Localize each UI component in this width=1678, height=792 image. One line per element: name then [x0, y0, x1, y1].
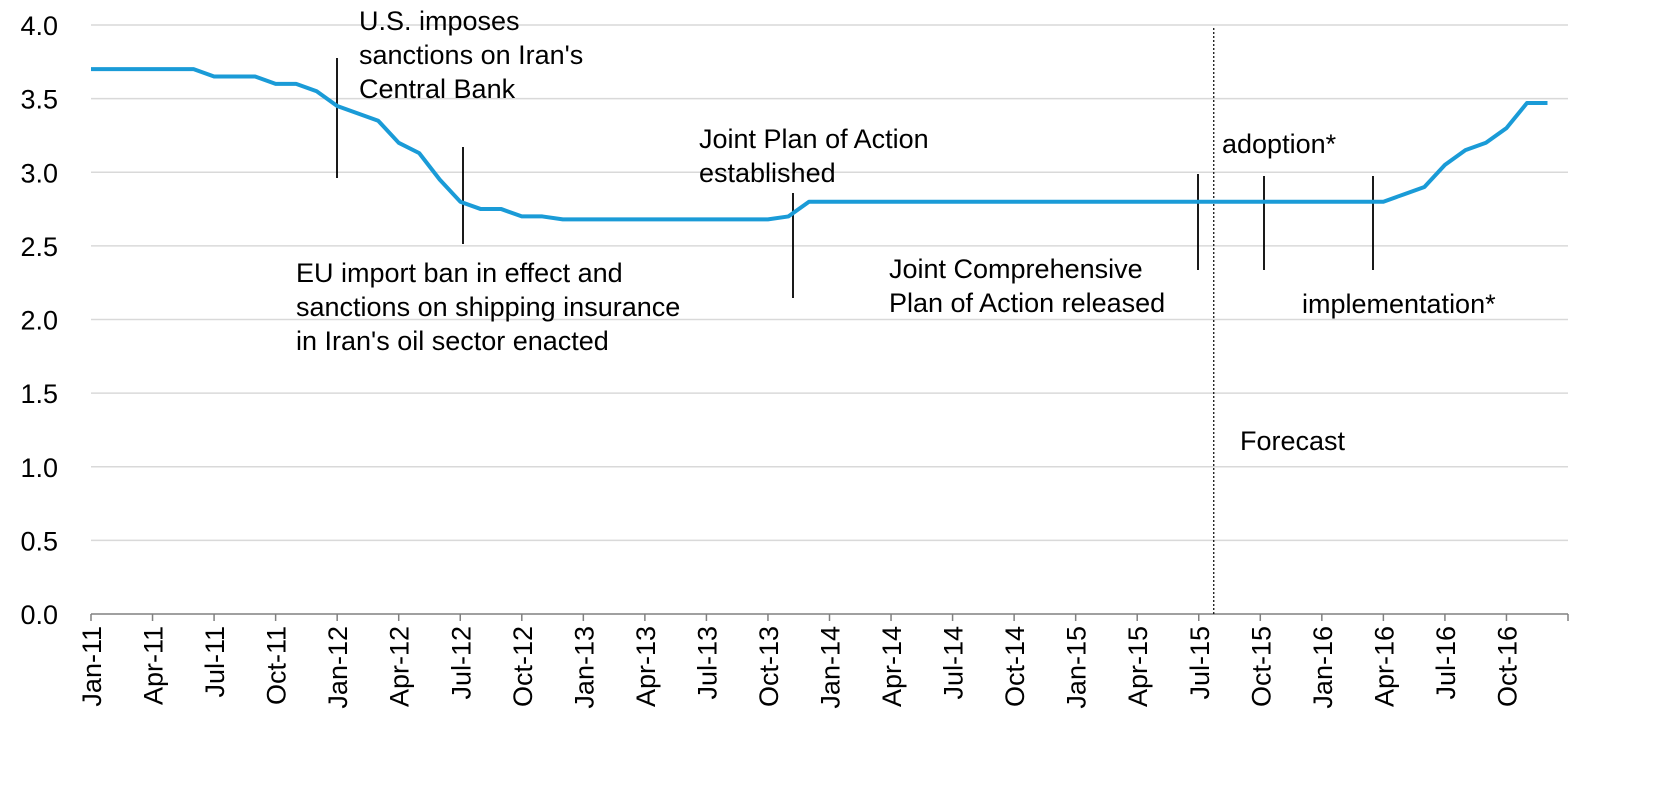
annotation-line: adoption*: [1222, 129, 1337, 159]
x-tick-label: Apr-12: [385, 626, 415, 707]
x-tick-label: Oct-15: [1246, 626, 1276, 707]
axes: 0.0 0.5 1.0 1.5 2.0 2.5 3.0 3.5 4.0 Jan-11 Apr-11 J…: [20, 11, 1569, 709]
x-tick-label: Jul-11: [200, 626, 230, 698]
annotation-jpoa: Joint Plan of Action established: [699, 124, 929, 188]
x-tick-label: Apr-11: [139, 626, 169, 705]
series: [91, 67, 1548, 222]
x-tick-label: Oct-13: [754, 626, 784, 707]
annotation-line: Joint Plan of Action: [699, 124, 929, 154]
x-tick-label: Jul-16: [1431, 626, 1461, 700]
annotation-jcpoa: Joint Comprehensive Plan of Action releas…: [889, 254, 1165, 318]
annotation-line: U.S. imposes: [359, 6, 520, 36]
annotations: U.S. imposes sanctions on Iran's Central B…: [296, 6, 1496, 356]
x-tick-label: Jul-13: [692, 626, 722, 700]
y-tick-label: 0.5: [20, 526, 58, 556]
annotation-us-sanctions: U.S. imposes sanctions on Iran's Central B…: [359, 6, 583, 104]
y-tick-label: 1.0: [20, 453, 58, 483]
x-tick-label: Jan-13: [569, 626, 599, 709]
x-tick-label: Oct-12: [508, 626, 538, 707]
x-tick-label: Apr-15: [1123, 626, 1153, 707]
y-tick-label: 3.0: [20, 158, 58, 188]
x-tick-label: Oct-14: [1000, 626, 1030, 707]
forecast-label: Forecast: [1240, 426, 1346, 456]
y-tick-label: 1.5: [20, 379, 58, 409]
y-tick-label: 0.0: [20, 600, 58, 630]
annotation-implementation: implementation*: [1302, 289, 1496, 319]
x-tick-label: Jan-11: [77, 626, 107, 707]
series-line: [91, 67, 1548, 222]
forecast-region: Forecast: [1213, 28, 1346, 614]
annotation-line: established: [699, 158, 836, 188]
annotation-line: implementation*: [1302, 289, 1496, 319]
y-tick-label: 2.0: [20, 306, 58, 336]
x-tick-label: Jan-14: [816, 626, 846, 709]
annotation-line: Plan of Action released: [889, 288, 1165, 318]
annotation-line: Central Bank: [359, 74, 516, 104]
x-tick-label: Apr-13: [631, 626, 661, 707]
annotation-line: sanctions on shipping insurance: [296, 292, 680, 322]
annotation-line: Joint Comprehensive: [889, 254, 1143, 284]
x-tick-label: Jan-16: [1308, 626, 1338, 709]
x-tick-label: Jul-14: [939, 626, 969, 700]
x-tick-label: Apr-16: [1369, 626, 1399, 707]
x-tick-label: Jan-12: [323, 626, 353, 709]
x-tick-label: Oct-11: [262, 626, 292, 705]
x-tick-label: Jan-15: [1062, 626, 1092, 709]
annotation-line: EU import ban in effect and: [296, 258, 623, 288]
x-tick-label: Apr-14: [877, 626, 907, 707]
x-tick-label: Jul-12: [446, 626, 476, 700]
y-tick-label: 2.5: [20, 232, 58, 262]
annotation-line: sanctions on Iran's: [359, 40, 583, 70]
annotation-line: in Iran's oil sector enacted: [296, 326, 609, 356]
x-tick-label: Jul-15: [1185, 626, 1215, 700]
annotation-adoption: adoption*: [1222, 129, 1337, 159]
y-tick-label: 4.0: [20, 11, 58, 41]
y-tick-label: 3.5: [20, 85, 58, 115]
annotation-eu-ban: EU import ban in effect and sanctions on …: [296, 258, 680, 356]
x-tick-label: Oct-16: [1492, 626, 1522, 707]
